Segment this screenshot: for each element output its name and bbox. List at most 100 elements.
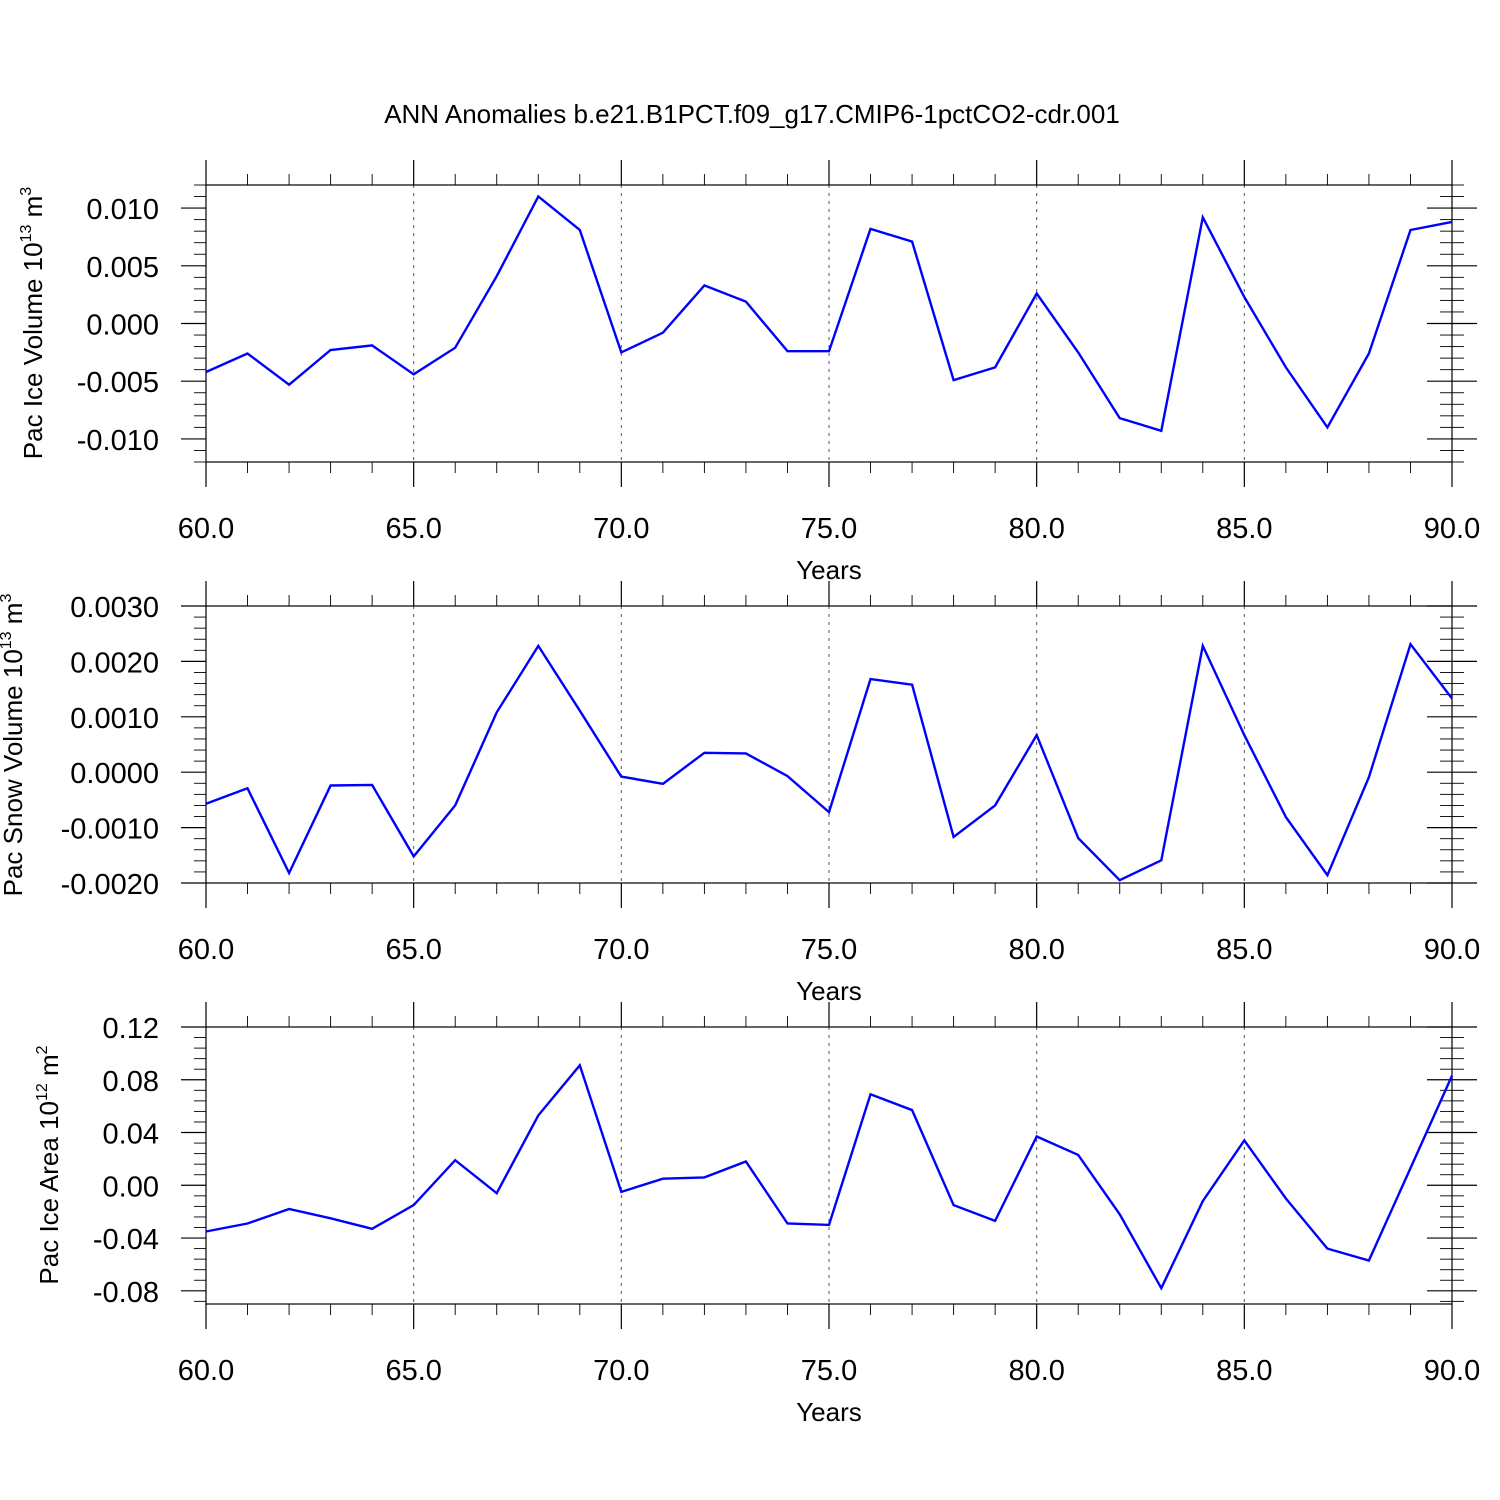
data-point (536, 1113, 540, 1117)
y-axis-label-unit-sup: 2 (34, 1045, 51, 1054)
y-tick-label: 0.00 (103, 1171, 159, 1203)
data-point (785, 1222, 789, 1226)
y-tick-label: -0.010 (77, 425, 159, 457)
chart-panel-3: 60.0 65.0 70.0 75.0 80.0 85.0 90.0 -0.08 -0.04 0.… (34, 1002, 1480, 1427)
chart-title: ANN Anomalies b.e21.B1PCT.f09_g17.CMIP6-… (384, 99, 1120, 129)
data-point (536, 195, 540, 199)
x-tick-label: 90.0 (1424, 934, 1480, 966)
x-axis-label: Years (796, 555, 862, 585)
data-point (1408, 228, 1412, 232)
x-tick-label: 75.0 (801, 1355, 857, 1387)
data-point (578, 1063, 582, 1067)
x-tick-label: 80.0 (1008, 513, 1064, 545)
data-point (702, 751, 706, 755)
data-point (453, 1158, 457, 1162)
data-point (1450, 220, 1454, 224)
data-point (619, 350, 623, 354)
x-tick-label: 70.0 (593, 1355, 649, 1387)
data-point (1118, 1212, 1122, 1216)
y-axis-label-prefix: Pac Snow Volume 10 (0, 649, 28, 896)
data-point (1076, 350, 1080, 354)
data-point (952, 835, 956, 839)
data-point (204, 370, 208, 374)
data-point (412, 372, 416, 376)
data-point (1201, 1199, 1205, 1203)
data-point (952, 378, 956, 382)
data-point (869, 677, 873, 681)
data-point (329, 1216, 333, 1220)
data-point (412, 854, 416, 858)
data-point (1201, 215, 1205, 219)
data-point (578, 709, 582, 713)
x-tick-label: 70.0 (593, 934, 649, 966)
x-tick-label: 80.0 (1008, 1355, 1064, 1387)
x-tick-label: 85.0 (1216, 934, 1272, 966)
data-point (744, 300, 748, 304)
y-axis-label-unit-sup: 3 (18, 187, 35, 196)
chart-panel-1: 60.0 65.0 70.0 75.0 80.0 85.0 90.0 -0.010 -0.005… (18, 160, 1480, 585)
data-point (246, 1222, 250, 1226)
data-point (412, 1203, 416, 1207)
y-tick-label: -0.0010 (61, 814, 159, 846)
data-point (204, 1229, 208, 1233)
data-point (1284, 815, 1288, 819)
data-point (1325, 1247, 1329, 1251)
x-tick-label: 65.0 (385, 513, 441, 545)
data-point (1408, 642, 1412, 646)
chart-panel-2: 60.0 65.0 70.0 75.0 80.0 85.0 90.0 -0.0020 -0.00… (0, 581, 1480, 1006)
data-point (1284, 1196, 1288, 1200)
x-tick-label: 85.0 (1216, 1355, 1272, 1387)
data-point (287, 1207, 291, 1211)
data-point (1076, 836, 1080, 840)
y-axis-label-sup: 13 (0, 631, 15, 649)
x-tick-label: 65.0 (385, 934, 441, 966)
data-point (453, 803, 457, 807)
data-point (869, 227, 873, 231)
data-point (993, 1219, 997, 1223)
data-point (744, 1160, 748, 1164)
data-point (1118, 878, 1122, 882)
data-point (910, 240, 914, 244)
x-tick-label: 60.0 (178, 513, 234, 545)
data-point (827, 810, 831, 814)
data-point (287, 383, 291, 387)
data-point (329, 348, 333, 352)
data-point (495, 1191, 499, 1195)
data-point (204, 802, 208, 806)
y-tick-label: 0.0000 (70, 758, 159, 790)
x-axis-label: Years (796, 976, 862, 1006)
data-point (578, 228, 582, 232)
data-point (910, 683, 914, 687)
x-tick-label: 75.0 (801, 513, 857, 545)
data-point (370, 783, 374, 787)
data-point (1325, 425, 1329, 429)
data-point (785, 349, 789, 353)
data-point (1450, 697, 1454, 701)
y-tick-label: 0.0030 (70, 592, 159, 624)
data-point (495, 274, 499, 278)
y-axis-label-sup: 12 (34, 1083, 51, 1101)
data-point (1159, 1286, 1163, 1290)
data-point (1367, 775, 1371, 779)
data-point (619, 1190, 623, 1194)
data-point (952, 1203, 956, 1207)
data-point (1035, 1134, 1039, 1138)
data-point (827, 1223, 831, 1227)
data-point (1367, 1258, 1371, 1262)
data-point (661, 331, 665, 335)
y-axis-label-unit: m (18, 196, 48, 225)
data-point (287, 871, 291, 875)
data-point (910, 1108, 914, 1112)
y-tick-label: -0.005 (77, 367, 159, 399)
data-point (993, 803, 997, 807)
y-tick-label: 0.0020 (70, 647, 159, 679)
y-axis-label: Pac Ice Volume 1013 m3 (18, 187, 48, 460)
data-point (661, 782, 665, 786)
y-tick-label: 0.04 (103, 1119, 159, 1151)
y-axis-label-prefix: Pac Ice Area 10 (34, 1101, 64, 1285)
data-point (1035, 291, 1039, 295)
data-point (1159, 858, 1163, 862)
data-point (1367, 352, 1371, 356)
data-point (619, 775, 623, 779)
